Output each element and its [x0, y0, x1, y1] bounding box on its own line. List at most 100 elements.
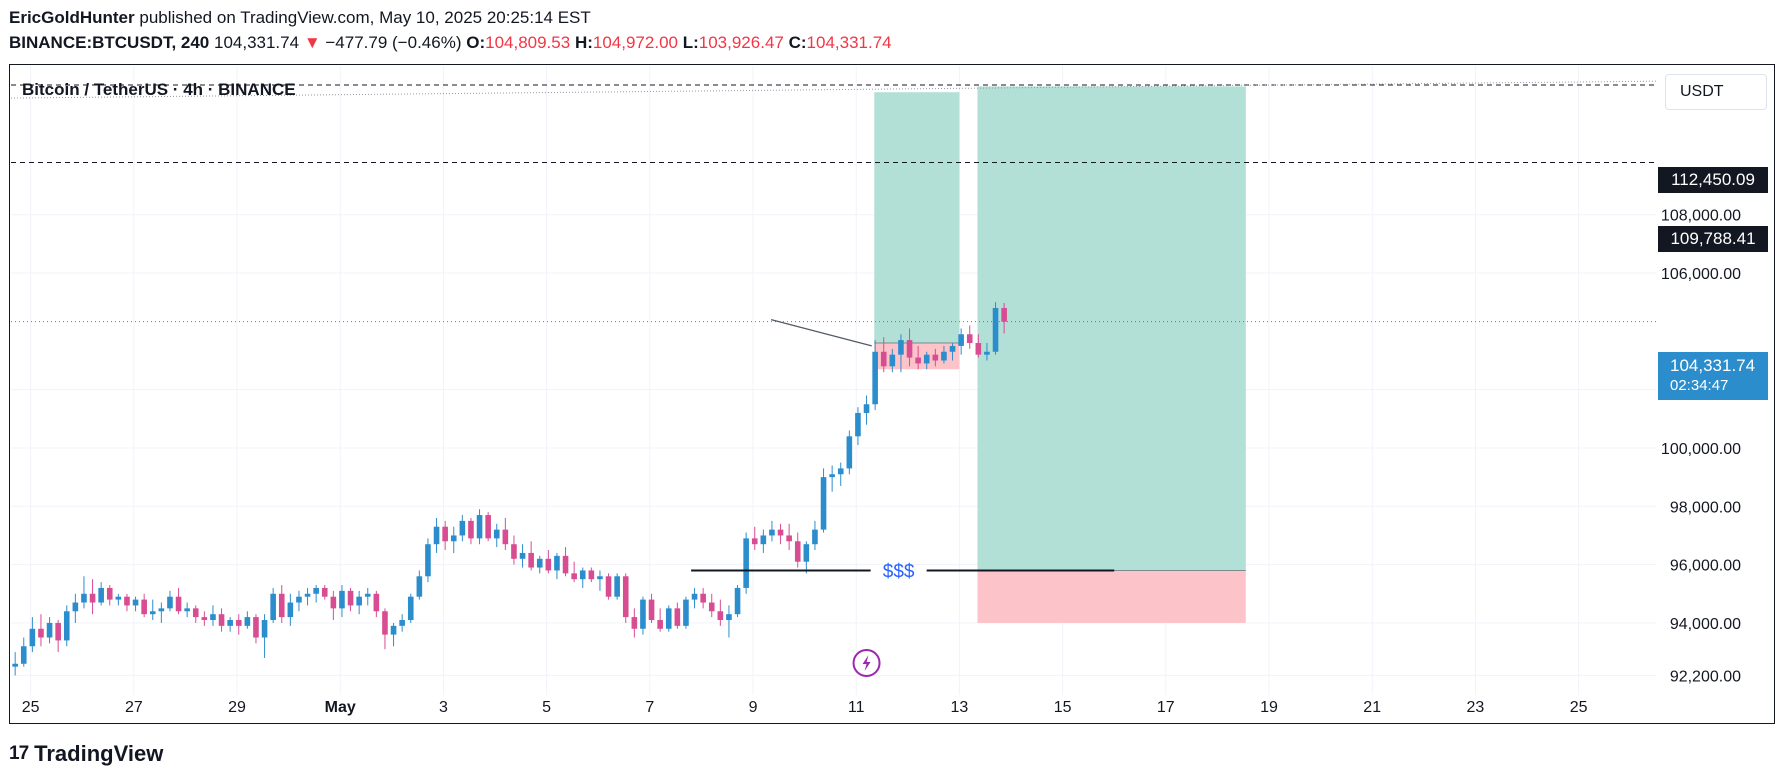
candle-body [364, 593, 371, 597]
profit-zone [977, 86, 1246, 571]
candle [820, 468, 827, 533]
candle-body [330, 596, 337, 609]
candle [683, 596, 689, 629]
author-name[interactable]: EricGoldHunter [9, 8, 135, 27]
candle [743, 532, 749, 594]
candle-body [872, 351, 878, 405]
candle [898, 334, 904, 373]
candle [803, 541, 810, 574]
symbol-label: BINANCE:BTCUSDT, 240 [9, 33, 210, 52]
candle-body [898, 340, 904, 355]
candle-body [820, 477, 827, 530]
candle-body [846, 436, 853, 469]
candle [536, 555, 543, 574]
candle [442, 520, 448, 551]
candle [519, 544, 526, 568]
x-tick-label: May [325, 699, 356, 716]
x-tick-label: 13 [951, 699, 969, 716]
candle-body [459, 520, 466, 536]
candle-body [442, 526, 448, 542]
candle [72, 593, 79, 623]
candle-body [407, 596, 414, 621]
candle-body [674, 608, 681, 626]
candle [158, 602, 165, 623]
candle [141, 593, 147, 618]
candle-body [691, 593, 698, 600]
candle [81, 576, 87, 609]
candle [450, 526, 457, 553]
candle-body [545, 558, 552, 571]
candle-body [1001, 308, 1007, 322]
close-label: C: [788, 33, 807, 52]
candle [347, 587, 354, 612]
candle [794, 532, 801, 568]
liquidity-label: $$$ [883, 561, 915, 582]
candle-body [605, 576, 612, 597]
candle-body [579, 570, 586, 580]
candle [640, 596, 646, 635]
candle-body [941, 351, 947, 361]
candle [149, 599, 156, 621]
candle [734, 585, 741, 618]
candle [46, 617, 53, 644]
candle-body [20, 646, 27, 664]
x-tick-label: 5 [542, 699, 551, 716]
tradingview-logo[interactable]: 17 TradingView [9, 741, 163, 767]
candle-body [339, 590, 345, 609]
candle [407, 593, 414, 623]
candle [330, 590, 337, 621]
candle [416, 570, 423, 600]
candle [132, 596, 139, 612]
candle [880, 337, 887, 373]
tradingview-wordmark: TradingView [34, 741, 164, 766]
candle [227, 617, 233, 632]
candle [296, 590, 302, 612]
candle [1001, 303, 1007, 334]
high-label: H: [574, 33, 593, 52]
candle-body [433, 526, 440, 545]
candle [38, 614, 44, 647]
candle [941, 345, 947, 364]
candle-body [149, 611, 156, 615]
profit-zone [874, 92, 960, 344]
candle-body [751, 538, 758, 545]
open-value: 104,809.53 [485, 33, 571, 52]
candle [313, 585, 319, 603]
candle [528, 541, 534, 571]
candle [915, 345, 921, 370]
candle [863, 395, 870, 425]
candle [975, 334, 982, 358]
currency-button[interactable]: USDT [1665, 74, 1767, 110]
candle [63, 605, 70, 647]
candle [614, 573, 620, 600]
candle-body [700, 593, 706, 603]
bar-countdown: 02:34:47 [1670, 377, 1729, 394]
candle [321, 585, 328, 600]
x-tick-label: 23 [1467, 699, 1485, 716]
candle [476, 509, 483, 545]
candle-body [880, 351, 887, 367]
candle-body [321, 587, 328, 597]
candle-body [287, 602, 294, 618]
candle [115, 593, 122, 606]
candle-body [313, 587, 319, 594]
x-tick-label: 9 [749, 699, 758, 716]
candle-body [184, 608, 190, 612]
candle [966, 325, 973, 349]
candle-body [975, 343, 982, 355]
candle-body [760, 535, 767, 545]
candle-body [631, 617, 638, 629]
candle [468, 517, 474, 545]
candle-body [175, 596, 182, 612]
candle-body [657, 620, 663, 629]
y-tick-label: 94,000.00 [1670, 616, 1741, 633]
candle-body [476, 515, 483, 539]
y-tick-label: 96,000.00 [1670, 558, 1741, 575]
candle [29, 617, 36, 653]
candle [287, 593, 294, 626]
candle [261, 614, 268, 658]
candle-body [12, 663, 18, 667]
candle-body [227, 620, 233, 626]
candle-body [837, 468, 844, 475]
